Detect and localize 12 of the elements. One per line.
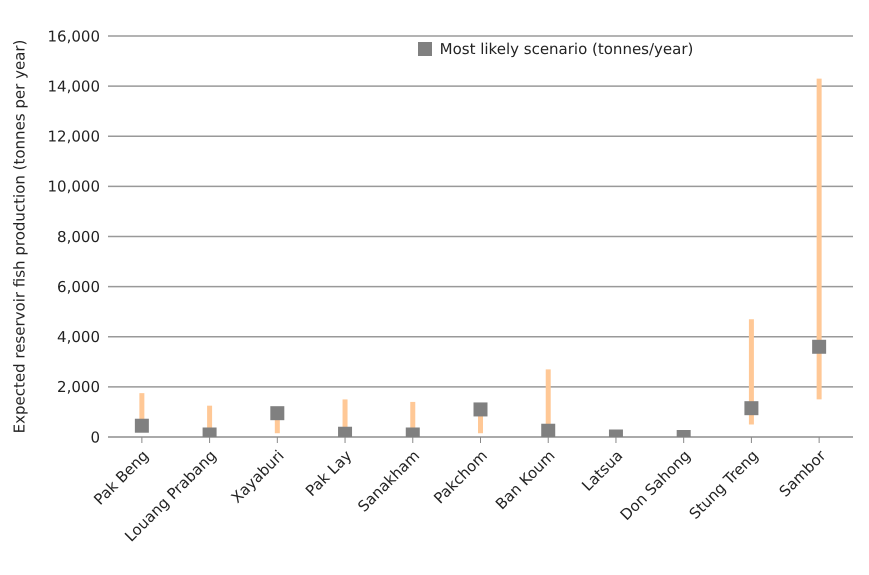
y-tick-label: 10,000 [48,178,100,196]
y-tick-label: 2,000 [57,378,100,396]
y-tick-label: 8,000 [57,228,100,246]
y-tick-label: 16,000 [48,27,100,46]
x-tick-label: Pak Lay [302,446,356,500]
y-tick-label: 0 [90,428,100,446]
y-tick-label: 14,000 [48,77,100,96]
y-axis-title: Expected reservoir fish production (tonnes per year) [10,40,28,434]
y-tick-label: 6,000 [57,278,100,296]
y-tick-label: 4,000 [57,328,100,346]
y-tick-label: 12,000 [48,128,100,146]
legend-label: Most likely scenario (tonnes/year) [438,40,694,58]
